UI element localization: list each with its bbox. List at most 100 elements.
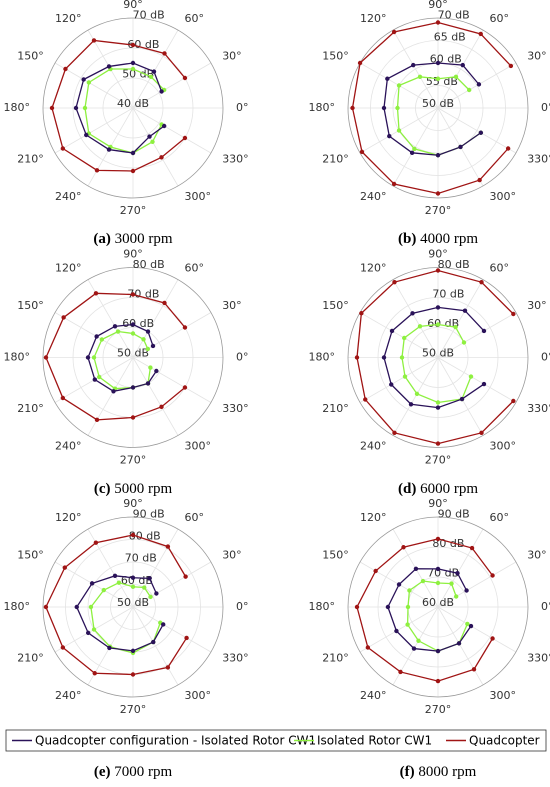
- r-tick-label: 50 dB: [117, 596, 149, 609]
- legend-label: Quadcopter: [469, 734, 540, 748]
- data-point: [435, 191, 441, 196]
- data-point: [116, 580, 122, 585]
- data-point: [396, 582, 402, 587]
- data-point: [476, 82, 482, 87]
- r-tick-label: 70 dB: [438, 8, 470, 21]
- data-point: [405, 622, 410, 627]
- caption-label: (b): [398, 231, 416, 247]
- data-point: [468, 623, 474, 629]
- data-point: [435, 566, 441, 572]
- data-point: [147, 134, 152, 139]
- data-point: [385, 604, 391, 610]
- data-point: [141, 337, 146, 342]
- data-point: [74, 604, 79, 610]
- data-point: [159, 89, 164, 94]
- data-point: [401, 545, 406, 550]
- data-point: [402, 335, 407, 341]
- theta-tick-label: 0°: [541, 351, 550, 364]
- data-point: [112, 324, 118, 329]
- theta-tick-label: 120°: [360, 261, 387, 274]
- data-point: [505, 146, 511, 151]
- theta-tick-label: 240°: [55, 689, 82, 702]
- data-point: [456, 641, 462, 646]
- data-point: [511, 398, 516, 404]
- theta-tick-label: 90°: [428, 248, 448, 261]
- data-point: [359, 149, 365, 155]
- data-point: [414, 391, 420, 397]
- theta-grid-line: [437, 357, 484, 436]
- data-point: [363, 397, 368, 402]
- theta-tick-label: 90°: [123, 248, 143, 261]
- data-point: [373, 568, 378, 574]
- data-point: [464, 588, 469, 593]
- data-point: [92, 377, 98, 382]
- theta-tick-label: 150°: [17, 549, 44, 562]
- r-tick-label: 80 dB: [129, 530, 161, 543]
- data-point: [162, 300, 167, 306]
- series-line: [387, 568, 472, 652]
- theta-grid-line: [437, 606, 517, 653]
- data-point: [458, 144, 463, 150]
- caption-label: (f): [400, 764, 415, 780]
- theta-tick-label: 180°: [309, 600, 336, 613]
- data-point: [145, 381, 151, 386]
- theta-tick-label: 270°: [120, 454, 147, 467]
- data-point: [148, 74, 154, 80]
- theta-tick-label: 240°: [360, 440, 387, 453]
- data-point: [154, 591, 159, 596]
- theta-grid-line: [132, 62, 212, 109]
- data-point: [481, 381, 487, 387]
- theta-grid-line: [437, 561, 517, 608]
- legend-box: [5, 729, 547, 752]
- data-point: [435, 536, 441, 542]
- theta-grid-line: [54, 312, 134, 358]
- data-point: [151, 639, 156, 645]
- series-line: [401, 323, 472, 404]
- data-point: [130, 575, 136, 580]
- data-point: [357, 60, 363, 66]
- data-point: [381, 355, 387, 360]
- data-point: [130, 532, 136, 538]
- data-point: [385, 76, 390, 81]
- data-point: [387, 133, 392, 139]
- theta-tick-label: 30°: [222, 549, 242, 562]
- data-point: [154, 368, 159, 374]
- caption: (c) 5000 rpm: [94, 481, 173, 497]
- theta-grid-line: [132, 107, 179, 187]
- theta-tick-label: 240°: [55, 190, 82, 203]
- r-grid-ring: [347, 267, 529, 448]
- theta-tick-label: 210°: [17, 153, 44, 166]
- data-point: [455, 571, 460, 576]
- data-point: [84, 132, 89, 138]
- theta-grid-line: [132, 357, 179, 436]
- data-point: [182, 135, 188, 141]
- data-point: [412, 146, 417, 152]
- theta-tick-label: 270°: [425, 204, 452, 217]
- data-point: [466, 87, 472, 93]
- data-point: [479, 430, 484, 436]
- data-point: [184, 635, 189, 641]
- theta-tick-label: 240°: [360, 190, 387, 203]
- data-point: [407, 588, 412, 593]
- r-tick-label: 60 dB: [422, 596, 454, 609]
- r-tick-label: 90 dB: [133, 507, 165, 520]
- data-point: [396, 83, 402, 88]
- data-point: [150, 343, 156, 349]
- data-point: [389, 328, 395, 334]
- data-point: [130, 648, 136, 654]
- theta-grid-line: [132, 29, 179, 109]
- caption-label: (e): [94, 764, 111, 780]
- data-point: [130, 292, 136, 297]
- r-tick-label: 70 dB: [127, 287, 159, 300]
- theta-grid-line: [437, 528, 484, 608]
- theta-tick-label: 210°: [322, 652, 349, 665]
- theta-grid-line: [54, 62, 134, 109]
- caption-label: (d): [398, 481, 416, 497]
- theta-tick-label: 60°: [185, 511, 205, 524]
- data-point: [392, 279, 397, 285]
- r-tick-label: 80 dB: [438, 258, 470, 271]
- theta-tick-label: 210°: [322, 153, 349, 166]
- data-point: [478, 31, 483, 37]
- r-grid-ring: [42, 516, 224, 698]
- r-grid-ring: [42, 267, 224, 448]
